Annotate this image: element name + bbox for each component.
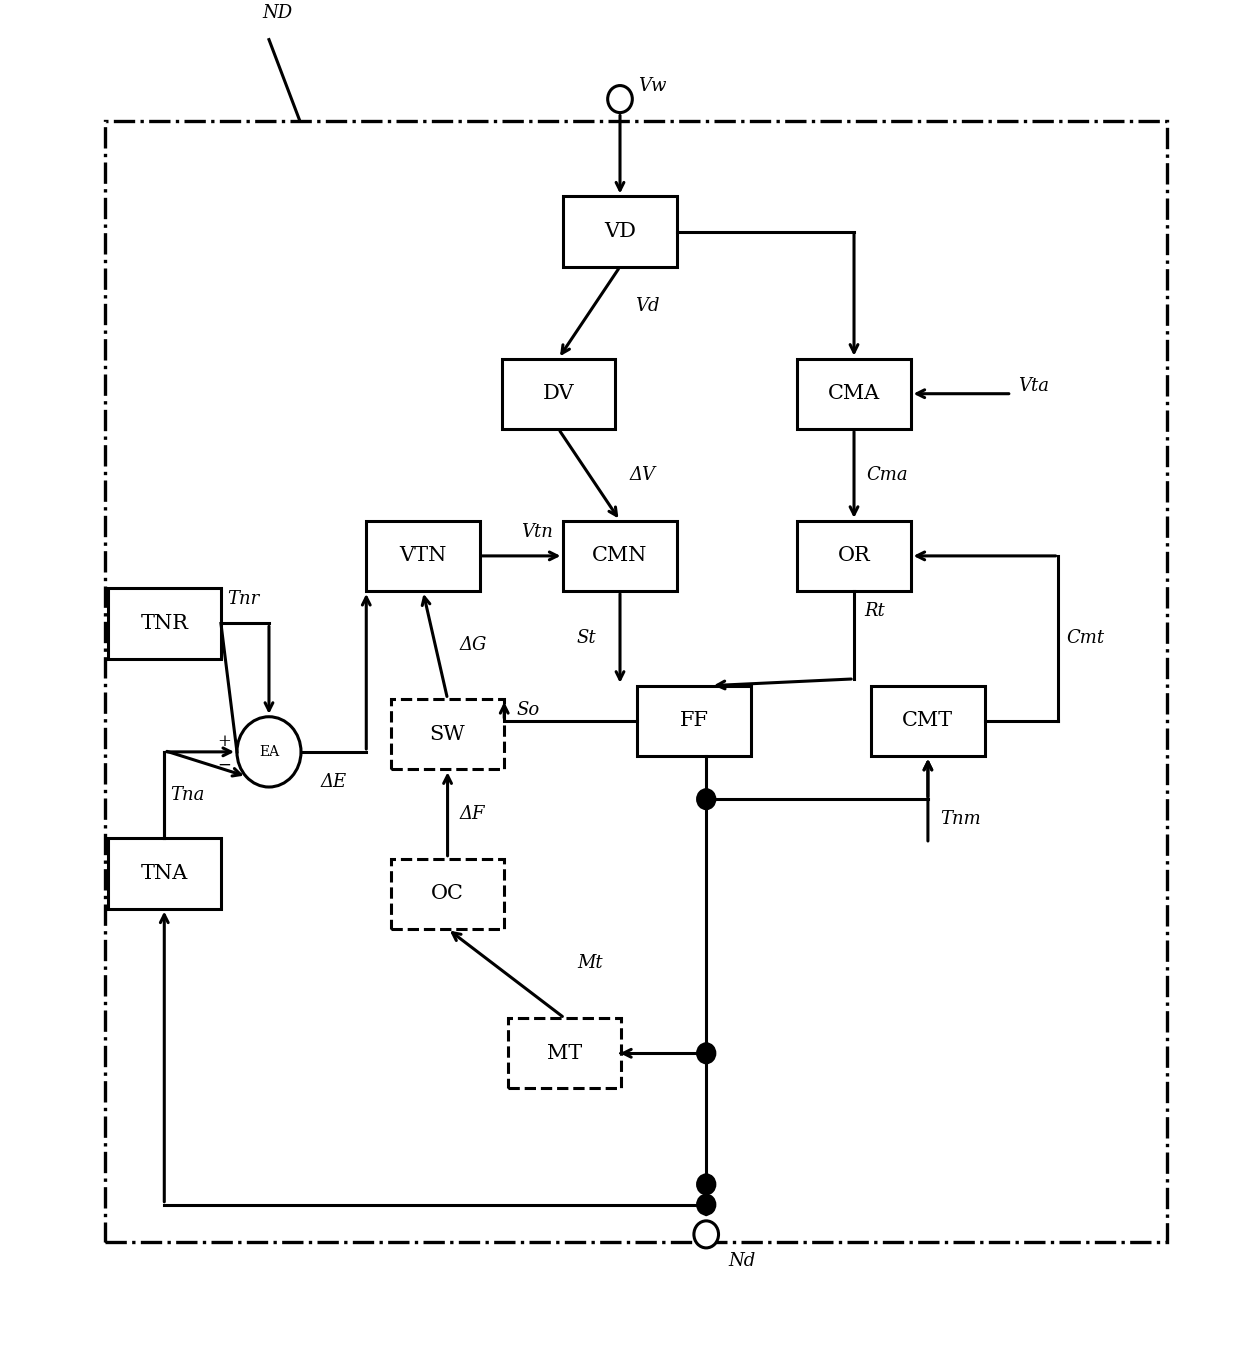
Text: ΔV: ΔV [630,466,656,484]
Text: Vta: Vta [1018,377,1049,395]
Bar [105,121,1167,1242]
Bar [391,699,505,769]
Text: Cma: Cma [867,466,908,484]
Text: ΔE: ΔE [321,773,347,791]
Text: Vw: Vw [639,77,667,95]
Text: FF: FF [680,712,708,731]
Bar [502,359,615,429]
Text: OC: OC [432,884,464,903]
Bar [108,588,221,658]
Bar [637,686,750,755]
Bar [563,521,677,591]
Text: Vtn: Vtn [522,522,553,540]
Circle shape [698,790,714,809]
Text: EA: EA [259,744,279,760]
Bar [391,858,505,930]
Text: CMA: CMA [828,384,880,403]
Text: +: + [217,732,231,750]
Text: Mt: Mt [577,954,603,972]
Text: SW: SW [430,725,465,744]
Text: Tnm: Tnm [940,810,981,828]
Text: VTN: VTN [399,547,446,565]
Bar [366,521,480,591]
Text: Cmt: Cmt [1066,629,1104,647]
Text: DV: DV [543,384,574,403]
Text: ND: ND [263,4,293,22]
Circle shape [698,1196,714,1215]
Text: Rt: Rt [864,602,884,620]
Bar [872,686,985,755]
Bar [108,839,221,909]
Text: TNR: TNR [140,614,188,633]
Text: MT: MT [547,1043,583,1063]
Text: St: St [577,629,596,647]
Text: Nd: Nd [728,1253,755,1271]
Text: TNA: TNA [140,864,188,883]
Text: ΔG: ΔG [460,636,487,654]
Bar [563,196,677,267]
Text: Vd: Vd [635,298,660,315]
Bar [797,359,910,429]
Bar [797,521,910,591]
Bar [508,1019,621,1089]
Text: VD: VD [604,222,636,241]
Text: So: So [517,701,539,718]
Text: OR: OR [838,547,870,565]
Circle shape [698,1043,714,1063]
Text: ΔF: ΔF [460,805,485,823]
Text: CMT: CMT [903,712,954,731]
Text: Tna: Tna [170,786,205,805]
Text: −: − [217,757,231,773]
Circle shape [237,717,301,787]
Circle shape [694,1220,718,1248]
Text: Tnr: Tnr [227,590,259,609]
Text: CMN: CMN [593,547,647,565]
Circle shape [698,1175,714,1194]
Circle shape [608,85,632,112]
